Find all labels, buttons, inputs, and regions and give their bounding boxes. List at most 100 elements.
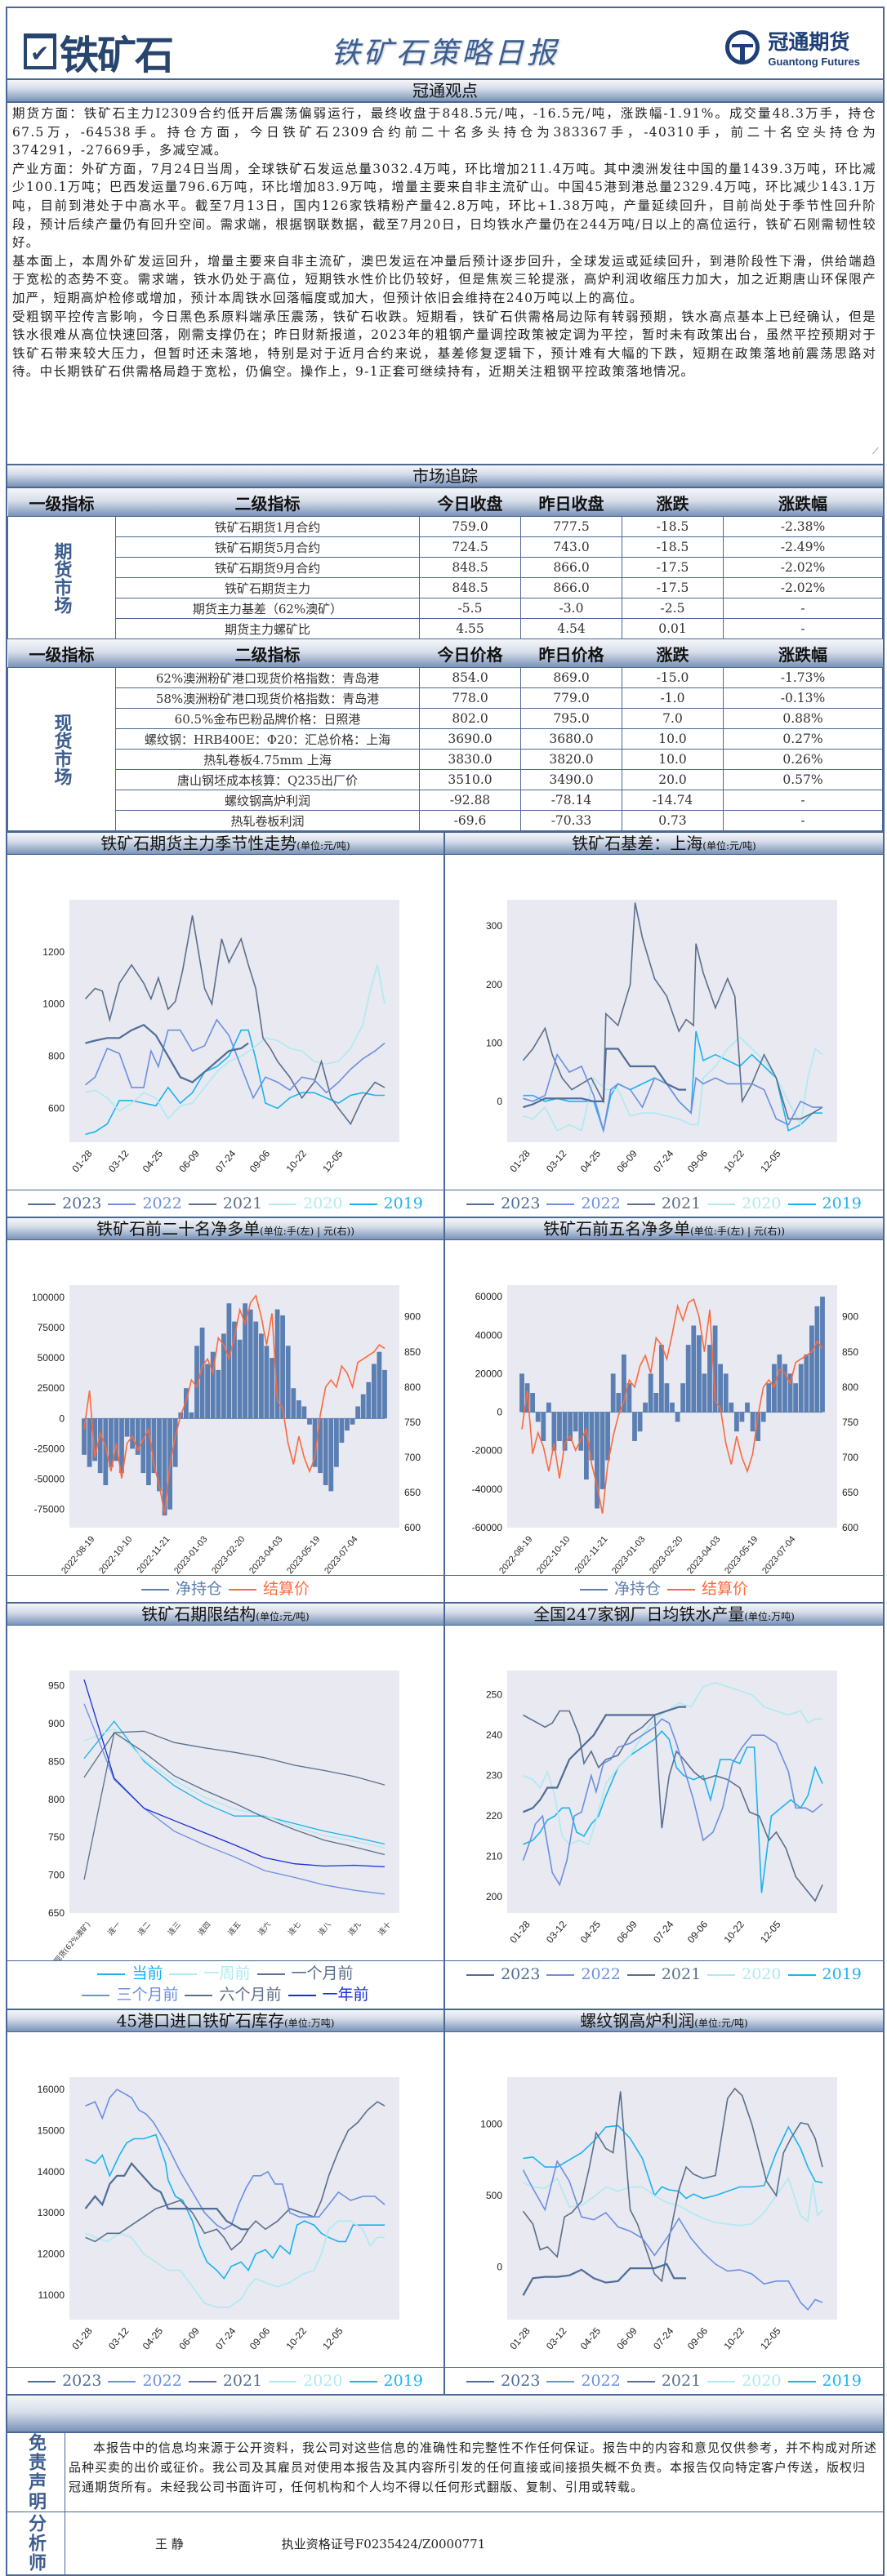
legend-item[interactable]: 2023	[466, 1190, 540, 1217]
chart-legend: 2023 2022 2021 2020 2019	[445, 1190, 883, 1217]
yesterday-value: -78.14	[520, 790, 622, 811]
net-position-bar	[530, 1393, 535, 1413]
legend-item[interactable]: 2019	[349, 2368, 423, 2394]
y-tick-label: 0	[497, 1407, 502, 1418]
net-position-bar	[146, 1418, 151, 1485]
net-position-bar	[140, 1418, 146, 1474]
series-line-2023	[85, 1024, 249, 1083]
today-value: -69.6	[419, 810, 521, 831]
legend-item[interactable]: 一年前	[287, 1984, 369, 2005]
y-tick-label: 0	[59, 1413, 65, 1424]
legend-item[interactable]: 净持仓	[579, 1576, 661, 1602]
x-tick-label: 10-22	[283, 2325, 309, 2352]
table-row: 螺纹钢高炉利润 -92.88 -78.14 -14.74-	[8, 790, 883, 811]
opinion-section-title: 冠通观点	[7, 80, 883, 103]
analyst-certificate: 执业资格证号F0235424/Z0000771	[281, 2536, 486, 2552]
legend-item[interactable]: 当前	[97, 1963, 163, 1984]
chart-title: 45港口进口铁矿石库存(单位:万吨)	[7, 2010, 444, 2032]
table-row: 热轧卷板4.75mm 上海 3830.0 3820.0 10.0 0.26%	[8, 749, 883, 770]
spot-market-category: 现货市场	[7, 667, 116, 831]
legend-item[interactable]: 2021	[626, 2368, 701, 2394]
legend-item[interactable]: 2023	[28, 2368, 101, 2394]
legend-item[interactable]: 净持仓	[140, 1576, 222, 1602]
y-tick-label: 650	[48, 1907, 65, 1919]
table-row: 铁矿石期货9月合约 848.5 866.0 -17.5 -2.02%	[8, 557, 883, 578]
chart-title: 铁矿石期限结构(单位:元/吨)	[7, 1604, 444, 1626]
series-line-2021	[84, 915, 386, 1126]
legend-item[interactable]: 2023	[466, 2368, 540, 2394]
legend-label: 2021	[661, 1195, 702, 1212]
legend-item[interactable]: 一个月前	[256, 1963, 354, 1984]
chart-panel-top20: 铁矿石前二十名净多单(单位:手(左) | 元(右)) -75000 -50000 -2…	[7, 1217, 445, 1602]
series-line-2021	[85, 2101, 386, 2251]
y2-tick-label: 850	[842, 1346, 858, 1358]
legend-line-icon	[108, 1203, 136, 1205]
change-pct: -	[723, 598, 883, 619]
report-title: 铁矿石策略日报	[330, 37, 559, 70]
legend-item[interactable]: 2021	[188, 2368, 262, 2394]
legend-item[interactable]: 2022	[546, 1190, 621, 1217]
table-row: 期货主力基差（62%澳矿） -5.5 -3.0 -2.5-	[8, 598, 883, 619]
legend-label: 结算价	[263, 1580, 310, 1598]
legend-item[interactable]: 2020	[269, 2368, 343, 2394]
table-row: 唐山钢坯成本核算：Q235出厂价 3510.0 3490.0 20.0 0.57%	[8, 769, 883, 790]
legend-item[interactable]: 六个月前	[185, 1984, 282, 2005]
legend-item[interactable]: 2020	[707, 1190, 782, 1217]
x-tick-label: 01-28	[69, 1148, 95, 1175]
net-position-bar	[793, 1383, 798, 1413]
legend-item[interactable]: 2019	[787, 1961, 862, 1987]
table-row: 期货市场 铁矿石期货1月合约 759.0 777.5 -18.5 -2.38%	[7, 516, 883, 639]
legend-item[interactable]: 2021	[626, 1961, 701, 1987]
x-tick-label: 09-06	[685, 1148, 711, 1175]
yesterday-value: 866.0	[520, 557, 622, 578]
x-tick-label: 2023-04-03	[247, 1534, 284, 1575]
legend-line-icon	[349, 1203, 377, 1205]
legend-item[interactable]: 2020	[707, 2368, 782, 2394]
legend-item[interactable]: 2019	[787, 2368, 862, 2394]
indicator-name: 螺纹钢：HRB400E：Φ20：汇总价格：上海	[115, 728, 420, 750]
legend-item[interactable]: 2020	[707, 1961, 782, 1987]
change-value: 0.73	[622, 810, 724, 831]
futures-table: 一级指标 二级指标 今日收盘 昨日收盘 涨跌 涨跌幅 期货市场 铁矿石期货1月合约 759.0…	[7, 488, 883, 639]
net-position-bar	[637, 1412, 643, 1432]
legend-label: 2023	[501, 1965, 541, 1983]
legend-item[interactable]: 2019	[349, 1190, 423, 1217]
legend-item[interactable]: 2021	[188, 1190, 262, 1217]
legend-item[interactable]: 2019	[787, 1190, 862, 1217]
legend-item[interactable]: 2022	[108, 2368, 182, 2394]
legend-item[interactable]: 一周前	[169, 1963, 251, 1984]
legend-item[interactable]: 2022	[546, 1961, 621, 1987]
x-tick-label: 03-12	[544, 2325, 569, 2352]
legend-item[interactable]: 2022	[108, 1190, 182, 1217]
x-tick-label: 04-25	[140, 2325, 166, 2352]
net-position-bar	[243, 1303, 247, 1419]
legend-item[interactable]: 2023	[466, 1961, 540, 1987]
chart-legend: 净持仓 结算价	[445, 1575, 883, 1602]
change-value: -18.5	[622, 536, 724, 558]
legend-item[interactable]: 2022	[546, 2368, 621, 2394]
today-value: 3510.0	[419, 769, 521, 790]
resize-grip-icon[interactable]: ⟋	[872, 446, 880, 457]
legend-item[interactable]: 结算价	[667, 1576, 748, 1602]
x-tick-label: 2023-07-04	[760, 1534, 797, 1575]
legend-item[interactable]: 三个月前	[82, 1984, 178, 2005]
legend-item[interactable]: 2023	[28, 1190, 101, 1217]
legend-item[interactable]: 2020	[269, 1190, 343, 1217]
series-line-2023	[522, 2262, 687, 2296]
chart-unit: (单位:手(左) | 元(右))	[690, 1226, 785, 1237]
column-header: 涨跌幅	[723, 639, 883, 668]
net-position-bar	[541, 1412, 546, 1441]
net-position-bar	[323, 1418, 328, 1485]
opinion-textarea[interactable]: 期货方面：铁矿石主力I2309合约低开后震荡偏弱运行，最终收盘于848.5元/吨…	[7, 103, 883, 465]
y-tick-label: 0	[497, 1096, 502, 1107]
today-value: -92.88	[419, 790, 521, 811]
x-tick-label: 2023-04-03	[685, 1534, 722, 1575]
column-header: 涨跌	[622, 488, 724, 517]
chart-panel-rebar_profit: 螺纹钢高炉利润(单位:元/吨) 0 500 1000 01-28 03-12 04-25 06…	[445, 2009, 883, 2394]
legend-item[interactable]: 2021	[626, 1190, 702, 1217]
net-position-bar	[729, 1402, 734, 1413]
yesterday-value: -70.33	[520, 810, 622, 831]
legend-item[interactable]: 结算价	[229, 1576, 310, 1602]
chart-plot: -75000 -50000 -25000 0 25000 50000 75000 100000…	[7, 1240, 444, 1575]
net-position-bar	[680, 1383, 685, 1413]
